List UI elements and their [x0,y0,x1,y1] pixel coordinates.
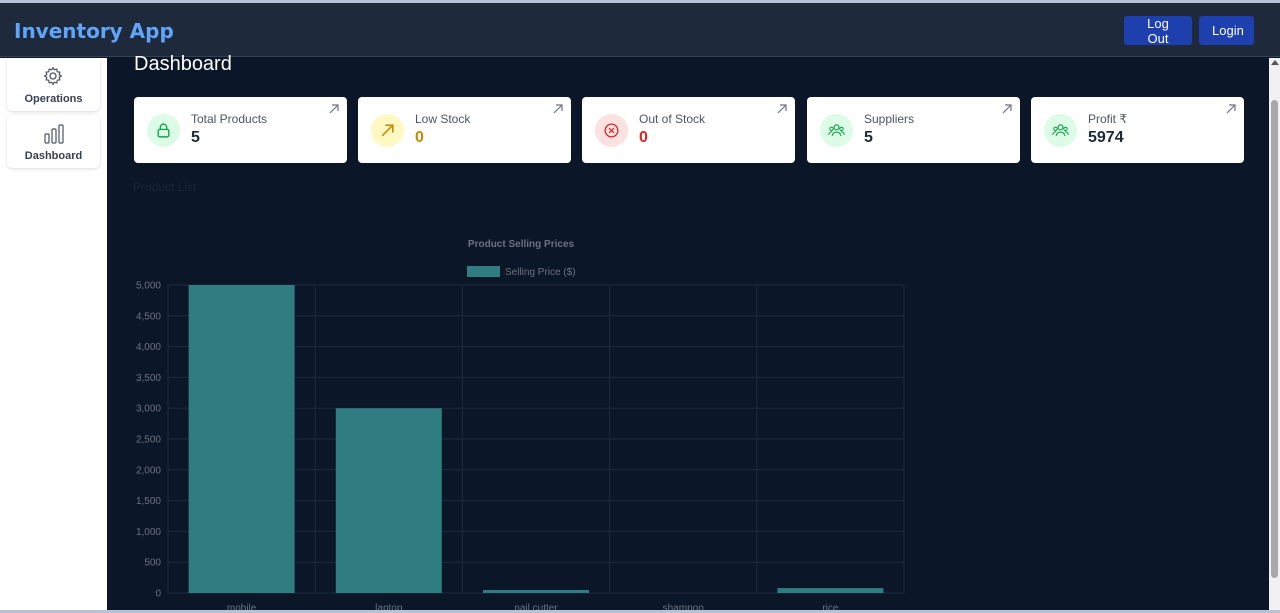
chart-y-tick-label: 0 [155,589,161,600]
logout-button[interactable]: Log Out [1124,16,1192,46]
sidebar-item-label: Operations [24,93,83,105]
chart-x-ticks: mobile laptop nail cutter shampoo rice [227,603,839,610]
stat-card-suppliers[interactable]: Suppliers 5 [807,97,1020,163]
users-icon [1052,124,1069,136]
chart-y-tick-label: 1,000 [136,527,161,538]
sidebar-item-operations[interactable]: Operations [7,58,100,111]
sidebar-item-label: Dashboard [24,150,83,162]
card-icon-circle [371,114,404,147]
card-label: Low Stock [415,112,471,126]
card-label: Total Products [191,112,268,126]
card-label: Profit ₹ [1088,112,1127,126]
lock-icon [157,123,170,138]
stat-card-profit[interactable]: Profit ₹ 5974 [1031,97,1244,163]
chart-y-tick-label: 2,500 [136,435,161,446]
chart-x-tick-label: shampoo [663,603,705,610]
users-icon [828,124,845,136]
card-value: 5 [864,129,873,146]
arrow-up-right-icon[interactable] [1225,103,1237,115]
bar-chart-icon [44,124,64,144]
chart-legend-swatch [467,266,500,277]
window-bottom-border [0,610,1280,613]
chart-y-tick-label: 4,000 [136,342,161,353]
chart-bar-nail-cutter [483,590,589,593]
selling-price-chart: 0 500 1,000 1,500 2,000 2,500 3,000 3,500 4,000 4… [136,239,905,610]
stat-card-total-products[interactable]: Total Products 5 [134,97,347,163]
chart-bar-laptop [335,408,442,593]
top-navbar: Inventory App Log Out Login [0,3,1280,57]
chart-y-tick-label: 4,500 [136,311,161,322]
chart-x-tick-label: rice [822,603,839,610]
chart-bar-rice [777,588,884,593]
chart-y-ticks: 0 500 1,000 1,500 2,000 2,500 3,000 3,500 4,000 4… [136,281,161,600]
card-icon-circle [820,114,853,147]
chart-x-tick-label: laptop [375,603,403,610]
scrollbar-thumb[interactable] [1271,100,1278,578]
scroll-up-arrow[interactable] [1271,60,1279,65]
stat-card-out-of-stock[interactable]: Out of Stock 0 [582,97,795,163]
product-list-heading: Product List [133,180,197,194]
card-label: Out of Stock [639,112,706,126]
card-icon-circle [1044,114,1077,147]
card-value: 5 [191,129,200,146]
arrow-up-right-icon[interactable] [328,103,340,115]
page-title: Dashboard [134,53,232,75]
card-value: 0 [639,129,648,146]
trend-up-icon [381,124,394,137]
card-icon-circle [595,114,628,147]
chart-x-tick-label: mobile [227,603,257,610]
chart-bar-mobile [188,285,295,593]
login-button[interactable]: Login [1199,16,1254,45]
chart-x-tick-label: nail cutter [514,603,558,610]
chart-y-tick-label: 2,000 [136,465,161,476]
chart-y-tick-label: 500 [144,558,161,569]
arrow-up-right-icon[interactable] [552,103,564,115]
card-label: Suppliers [864,112,915,126]
chart-legend-label: Selling Price ($) [505,267,576,278]
chart-y-tick-label: 1,500 [136,496,161,507]
chart-bars [188,285,884,593]
sidebar: Operations Dashboard [0,58,107,613]
x-circle-icon [604,123,619,138]
app-title: Inventory App [14,19,174,43]
card-value: 0 [415,129,424,146]
sidebar-item-dashboard[interactable]: Dashboard [7,115,100,168]
arrow-up-right-icon[interactable] [776,103,788,115]
chart-title: Product Selling Prices [468,239,575,250]
window-top-border [0,0,1280,3]
arrow-up-right-icon[interactable] [1001,103,1013,115]
stat-card-low-stock[interactable]: Low Stock 0 [358,97,571,163]
card-icon-circle [147,114,180,147]
gear-icon [43,66,63,86]
card-value: 5974 [1088,129,1124,146]
chart-y-tick-label: 3,500 [136,373,161,384]
chart-y-tick-label: 3,000 [136,404,161,415]
chart-y-tick-label: 5,000 [136,281,161,292]
